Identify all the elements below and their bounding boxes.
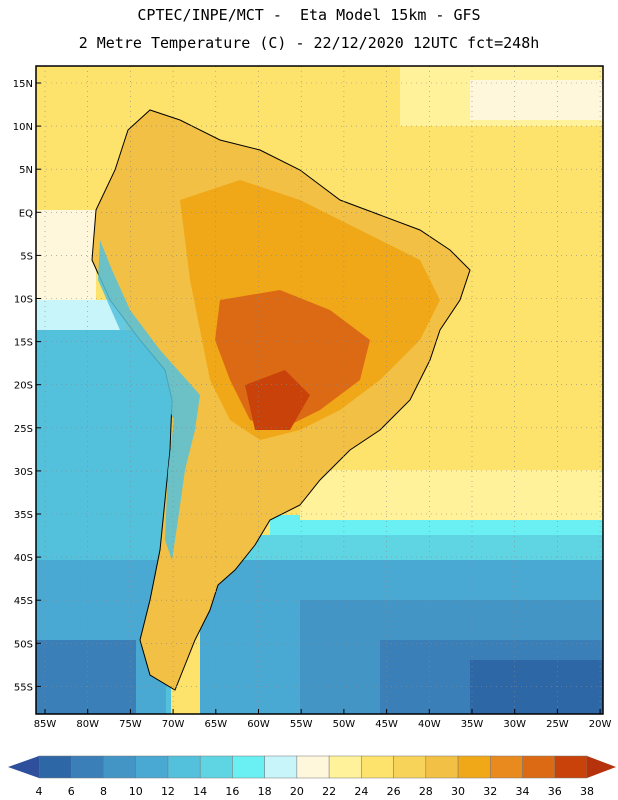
latitude-labels: 15N 10N 5N EQ 5S 10S 15S 20S 25S 30S 35S 40S 45S 50S 5… [13,79,41,693]
colorbar-label: 6 [68,785,75,798]
lon-label: 60W [247,719,270,730]
colorbar-swatch [361,755,394,779]
colorbar-swatch [554,755,588,779]
colorbar-label: 8 [100,785,107,798]
longitude-labels: 85W 80W 75W 70W 65W 60W 55W 50W 45W 40W 35W 30W 25W 2… [34,709,612,730]
lon-label: 55W [290,719,313,730]
colorbar-label: 38 [580,785,594,798]
colorbar-label: 36 [548,785,562,798]
colorbar-label: 4 [36,785,43,798]
lat-label: 10N [13,122,33,133]
colorbar-high-arrow [587,756,616,778]
map-frame [35,65,604,715]
colorbar-swatch [296,755,330,779]
lon-label: 30W [503,719,526,730]
lon-label: 25W [546,719,569,730]
colorbar-swatch [135,755,169,779]
colorbar-swatch [232,755,265,779]
colorbar-swatch [490,755,523,779]
title-line-2: 2 Metre Temperature (C) - 22/12/2020 12U… [78,34,540,52]
colorbar-label: 24 [354,785,368,798]
map-field [36,66,603,714]
colorbar-label: 12 [161,785,175,798]
colorbar-label: 10 [129,785,143,798]
colorbar-swatch [457,755,491,779]
colorbar-label: 22 [322,785,336,798]
lon-label: 75W [119,719,142,730]
andes-cold-band [98,240,200,560]
lat-label: 15N [13,79,33,90]
colorbar-swatch [38,755,72,779]
graticule [36,66,603,714]
lat-label: 5N [19,165,33,176]
colorbar-swatch [199,755,233,779]
lon-label: 35W [461,719,484,730]
colorbar-low-arrow [8,756,39,778]
lat-label: 55S [14,682,33,693]
colorbar-swatch [70,755,104,779]
lon-label: 45W [375,719,398,730]
colorbar-label: 16 [225,785,239,798]
lon-label: 80W [76,719,99,730]
lat-label: 35S [14,510,33,521]
colorbar-label: 30 [451,785,465,798]
colorbar-swatch [393,755,427,779]
colorbar-label: 32 [483,785,497,798]
lat-label: EQ [19,208,33,219]
lat-label: 10S [14,295,33,306]
colorbar-label: 20 [290,785,304,798]
lat-label: 5S [20,251,33,262]
lat-label: 50S [14,639,33,650]
title-line-1: CPTEC/INPE/MCT - Eta Model 15km - GFS [137,6,481,24]
lon-label: 70W [162,719,185,730]
colorbar-label: 26 [387,785,401,798]
colorbar-swatch [103,755,136,779]
colorbar-label: 34 [516,785,530,798]
lat-label: 30S [14,467,33,478]
colorbar: 4 6 8 10 12 14 16 18 20 22 24 26 28 30 32 34 36 38 [8,755,616,798]
lat-label: 40S [14,553,33,564]
lon-label: 85W [34,719,57,730]
colorbar-label: 18 [258,785,272,798]
lat-label: 20S [14,381,33,392]
colorbar-swatch [167,755,201,779]
lon-label: 65W [204,719,227,730]
colorbar-label: 14 [193,785,207,798]
lon-label: 40W [418,719,441,730]
lon-label: 50W [333,719,356,730]
lat-label: 15S [14,338,33,349]
lat-label: 25S [14,424,33,435]
lon-label: 20W [589,719,612,730]
colorbar-swatch [264,755,298,779]
lat-label: 45S [14,596,33,607]
colorbar-swatch [425,755,459,779]
colorbar-label: 28 [419,785,433,798]
colorbar-swatch [328,755,362,779]
colorbar-swatch [522,755,556,779]
